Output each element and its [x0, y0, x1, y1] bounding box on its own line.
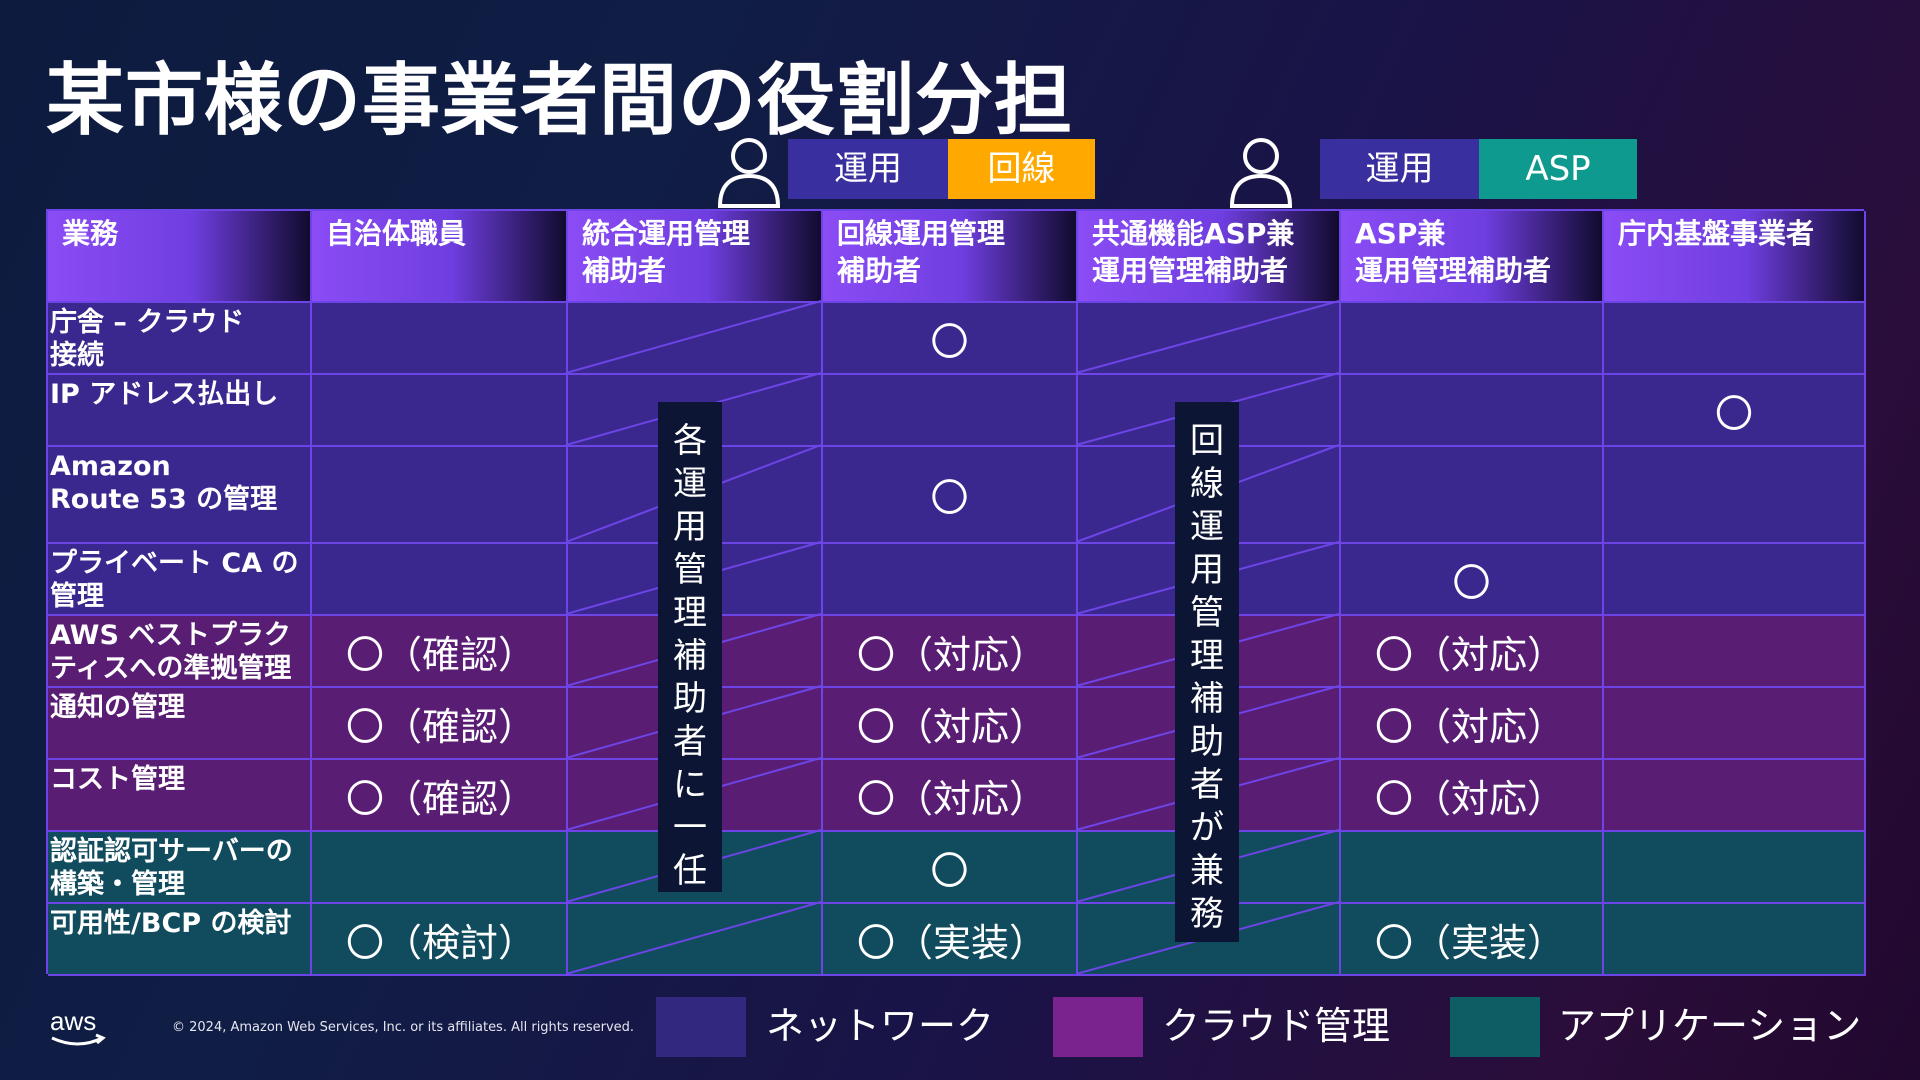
table-cell: 〇（対応）	[1341, 760, 1604, 832]
row-label: コスト管理	[48, 760, 312, 832]
aws-logo-icon: aws	[48, 1006, 108, 1048]
responsibility-mark: 〇	[930, 476, 969, 520]
responsibility-mark: 〇（対応）	[1375, 776, 1566, 821]
legend-label-application: アプリケーション	[1558, 1004, 1862, 1048]
tag-ops-left: 運用	[788, 139, 948, 199]
tag-line: 回線	[948, 139, 1095, 199]
table-cell	[312, 544, 568, 616]
responsibility-mark: 〇	[1714, 391, 1753, 436]
table-cell: 〇（検討）	[312, 904, 568, 976]
row-label: 通知の管理	[48, 688, 312, 760]
table-cell: 〇	[1341, 544, 1604, 616]
table-cell	[1604, 904, 1866, 976]
table-cell	[568, 904, 823, 976]
tag-asp: ASP	[1479, 139, 1637, 199]
responsibility-mark: 〇	[930, 319, 969, 364]
table-cell: 〇（対応）	[823, 616, 1078, 688]
responsibility-mark: 〇	[1452, 560, 1491, 605]
row-label: Amazon Route 53 の管理	[48, 447, 312, 544]
column-header: 庁内基盤事業者	[1604, 211, 1866, 303]
responsibility-mark: 〇（対応）	[1375, 632, 1566, 677]
table-cell: 〇（対応）	[823, 760, 1078, 832]
table-cell	[1341, 375, 1604, 447]
table-cell: 〇（実装）	[1341, 904, 1604, 976]
table-cell: 〇（確認）	[312, 760, 568, 832]
row-label: AWS ベストプラク ティスへの準拠管理	[48, 616, 312, 688]
column-header: 共通機能ASP兼 運用管理補助者	[1078, 211, 1341, 303]
responsibility-mark: 〇（対応）	[857, 776, 1048, 821]
table-cell: 〇（確認）	[312, 616, 568, 688]
legend-swatch-network	[656, 997, 746, 1057]
legend-label-cloud: クラウド管理	[1162, 1004, 1391, 1048]
column-header: 業務	[48, 211, 312, 303]
table-cell: 〇（対応）	[1341, 616, 1604, 688]
responsibility-mark: 〇（確認）	[346, 632, 537, 677]
table-cell	[1604, 832, 1866, 904]
table-cell: 〇（対応）	[823, 688, 1078, 760]
responsibility-mark: 〇（対応）	[857, 632, 1048, 677]
svg-text:aws: aws	[50, 1008, 96, 1036]
table-cell: 〇	[823, 303, 1078, 375]
table-cell: 〇（対応）	[1341, 688, 1604, 760]
table-cell	[1341, 832, 1604, 904]
table-cell	[1604, 544, 1866, 616]
responsibility-mark: 〇	[930, 848, 969, 893]
table-cell	[1604, 760, 1866, 832]
table-cell: 〇（実装）	[823, 904, 1078, 976]
table-cell	[312, 447, 568, 544]
row-label: 可用性/BCP の検討	[48, 904, 312, 976]
table-cell	[1604, 303, 1866, 375]
table-cell	[823, 544, 1078, 616]
table-cell	[1604, 447, 1866, 544]
table-cell	[1604, 616, 1866, 688]
table-cell	[1341, 447, 1604, 544]
person-icon	[716, 136, 782, 208]
column-header: 回線運用管理 補助者	[823, 211, 1078, 303]
vertical-note-left: 各運用管理補助者に一任	[658, 402, 722, 892]
table-cell	[312, 303, 568, 375]
legend-label-network: ネットワーク	[766, 1004, 995, 1048]
column-header: ASP兼 運用管理補助者	[1341, 211, 1604, 303]
page-title: 某市様の事業者間の役割分担	[46, 56, 1074, 146]
row-label: 庁舎 – クラウド 接続	[48, 303, 312, 375]
responsibility-mark: 〇（実装）	[1375, 920, 1566, 965]
responsibility-mark: 〇（確認）	[346, 776, 537, 821]
role-table: 業務 自治体職員 統合運用管理 補助者 回線運用管理 補助者 共通機能ASP兼 運用管理…	[46, 209, 1866, 976]
table-cell	[1341, 303, 1604, 375]
table-cell	[1078, 303, 1341, 375]
person-icon	[1228, 136, 1294, 208]
legend-swatch-application	[1450, 997, 1540, 1057]
table-cell	[312, 375, 568, 447]
vertical-note-right: 回線運用管理補助者が兼務	[1175, 402, 1239, 942]
responsibility-mark: 〇（対応）	[1375, 704, 1566, 749]
table-cell: 〇	[823, 447, 1078, 544]
responsibility-mark: 〇（確認）	[346, 704, 537, 749]
table-cell	[312, 832, 568, 904]
legend-swatch-cloud	[1053, 997, 1143, 1057]
column-header: 自治体職員	[312, 211, 568, 303]
tag-ops-right: 運用	[1320, 139, 1479, 199]
row-label: プライベート CA の 管理	[48, 544, 312, 616]
table-cell	[823, 375, 1078, 447]
column-header: 統合運用管理 補助者	[568, 211, 823, 303]
table-cell	[568, 303, 823, 375]
table-cell: 〇（確認）	[312, 688, 568, 760]
responsibility-mark: 〇（実装）	[857, 920, 1048, 965]
table-cell: 〇	[1604, 375, 1866, 447]
row-label: IP アドレス払出し	[48, 375, 312, 447]
row-label: 認証認可サーバーの 構築・管理	[48, 832, 312, 904]
copyright: © 2024, Amazon Web Services, Inc. or its…	[172, 1020, 635, 1035]
responsibility-mark: 〇（検討）	[346, 920, 537, 965]
responsibility-mark: 〇（対応）	[857, 704, 1048, 749]
table-cell	[1604, 688, 1866, 760]
table-cell: 〇	[823, 832, 1078, 904]
